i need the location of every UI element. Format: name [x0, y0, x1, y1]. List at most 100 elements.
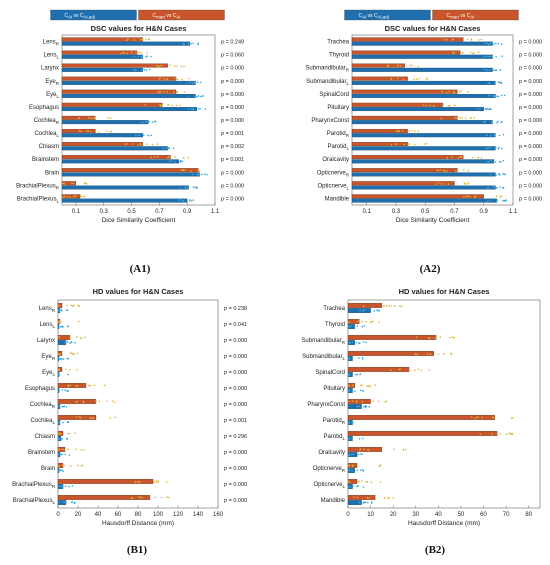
scatter-point [417, 130, 420, 133]
scatter-point [60, 309, 63, 311]
scatter-point [497, 42, 500, 45]
p-value: p = 0.000 [221, 196, 244, 202]
bar [351, 120, 493, 125]
scatter-point [362, 341, 365, 343]
scatter-point [359, 469, 362, 472]
p-value: p = 0.000 [221, 92, 244, 98]
p-value: p = 0.041 [224, 322, 247, 328]
category-label: EyeL [42, 370, 55, 377]
scatter-point [453, 52, 455, 54]
scatter-point [156, 143, 159, 145]
scatter-point [388, 304, 390, 307]
scatter-point [463, 182, 466, 185]
scatter-point [132, 143, 134, 145]
scatter-point [473, 196, 476, 198]
bar [351, 133, 496, 138]
scatter-point [483, 121, 486, 123]
scatter-point [133, 68, 135, 71]
scatter-point [351, 437, 353, 440]
p-value: p = 0.000 [519, 66, 542, 72]
scatter-point [494, 135, 496, 137]
scatter-point [486, 200, 489, 202]
scatter-point [138, 134, 141, 136]
bar [347, 500, 362, 505]
category-label: Larynx [37, 338, 55, 344]
scatter-point [109, 417, 112, 419]
scatter-point [78, 305, 81, 307]
scatter-point [77, 117, 80, 120]
scatter-point [60, 485, 62, 487]
scatter-point [72, 304, 75, 307]
scatter-point [166, 496, 168, 498]
scatter-point [444, 170, 446, 172]
scatter-point [498, 146, 500, 149]
bar [351, 181, 455, 186]
scatter-point [490, 135, 492, 137]
scatter-point [172, 147, 175, 150]
bar [61, 41, 191, 46]
scatter-point [439, 336, 442, 338]
scatter-point [359, 384, 362, 387]
scatter-point [365, 405, 368, 408]
scatter-point [84, 336, 87, 339]
chart-title: HD values for H&N Cases [93, 287, 184, 296]
scatter-point [183, 65, 185, 68]
scatter-point [158, 77, 161, 80]
category-label: OpticnerveR [317, 170, 350, 177]
x-tick-label: 1.1 [211, 209, 220, 215]
p-value: p = 0.000 [519, 170, 542, 176]
scatter-point [371, 502, 373, 504]
scatter-point [61, 464, 64, 467]
scatter-point [161, 104, 164, 106]
scatter-point [503, 94, 506, 97]
scatter-point [135, 51, 137, 54]
scatter-point [402, 78, 405, 81]
scatter-point [461, 51, 464, 54]
chart-B1: HD values for H&N Cases LensR p = 0.238 Len… [12, 287, 247, 556]
category-label: Pituitary [327, 105, 349, 111]
category-label: SpinalCord [315, 370, 345, 376]
scatter-point [426, 353, 429, 355]
p-value: p = 0.000 [221, 170, 244, 176]
scatter-point [351, 421, 353, 424]
scatter-point [153, 120, 156, 123]
scatter-point [481, 416, 483, 419]
plot-frame [57, 299, 219, 509]
bar [351, 155, 464, 160]
x-tick-label: 100 [153, 512, 164, 518]
x-tick-label: 160 [213, 512, 224, 518]
scatter-point [366, 385, 368, 387]
scatter-point [73, 502, 76, 504]
scatter-point [404, 448, 407, 451]
scatter-point [139, 496, 141, 498]
scatter-point [76, 400, 79, 403]
scatter-point [142, 134, 144, 137]
scatter-point [491, 55, 493, 58]
scatter-point [90, 131, 92, 133]
scatter-point [58, 405, 60, 407]
scatter-point [494, 82, 496, 84]
category-label: OpticnerveL [313, 482, 345, 489]
scatter-point [460, 156, 463, 158]
scatter-point [61, 485, 63, 488]
scatter-point [80, 130, 83, 133]
bar [61, 198, 188, 203]
scatter-point [76, 352, 79, 355]
scatter-point [130, 497, 132, 499]
category-label: Oralcavity [322, 157, 349, 163]
p-value: p = 0.000 [221, 79, 244, 85]
scatter-point [174, 156, 176, 158]
scatter-point [487, 160, 490, 163]
scatter-point [362, 305, 365, 307]
scatter-point [491, 95, 494, 97]
scatter-point [494, 161, 497, 163]
scatter-point [95, 400, 97, 403]
scatter-point [67, 448, 70, 451]
p-value: p = 0.000 [221, 66, 244, 72]
scatter-point [463, 196, 465, 198]
scatter-point [458, 91, 461, 93]
scatter-point [450, 352, 452, 355]
scatter-point [400, 305, 403, 308]
scatter-point [80, 449, 83, 451]
scatter-point [436, 169, 439, 172]
